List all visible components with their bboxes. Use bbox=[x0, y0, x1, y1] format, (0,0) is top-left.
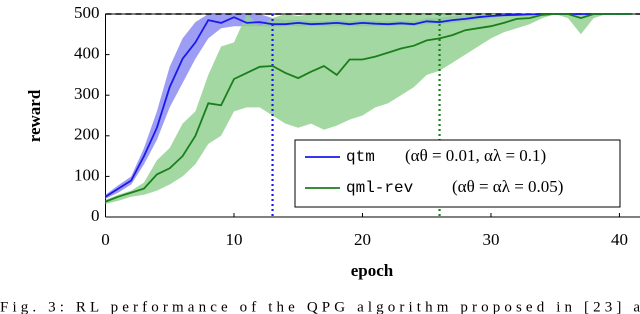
legend-label: qtm bbox=[346, 148, 375, 166]
legend-params: (αθ = αλ = 0.05) bbox=[452, 177, 563, 196]
x-axis-label: epoch bbox=[351, 261, 394, 280]
band bbox=[105, 14, 633, 204]
line bbox=[105, 13, 633, 203]
caption: Fig. 3: RL performance of the QPG algori… bbox=[0, 299, 640, 314]
x-tick-label: 10 bbox=[225, 230, 242, 249]
y-tick-label: 200 bbox=[74, 125, 100, 144]
y-tick-label: 500 bbox=[74, 3, 100, 22]
legend: qtm (αθ = 0.01, αλ = 0.1) qml-rev (αθ = αλ … bbox=[294, 139, 621, 208]
legend-params: (αθ = 0.01, αλ = 0.1) bbox=[405, 146, 546, 165]
x-tick-label: 0 bbox=[101, 230, 110, 249]
x-tick-label: 40 bbox=[611, 230, 628, 249]
legend-box bbox=[294, 139, 621, 208]
legend-label: qml-rev bbox=[346, 179, 414, 197]
y-tick-label: 300 bbox=[74, 84, 100, 103]
y-tick-label: 100 bbox=[74, 165, 100, 184]
x-tick-label: 20 bbox=[354, 230, 371, 249]
y-tick-label: 0 bbox=[91, 206, 100, 225]
y-axis-label: reward bbox=[25, 89, 44, 142]
y-tick-label: 400 bbox=[74, 44, 100, 63]
x-tick-label: 30 bbox=[482, 230, 499, 249]
